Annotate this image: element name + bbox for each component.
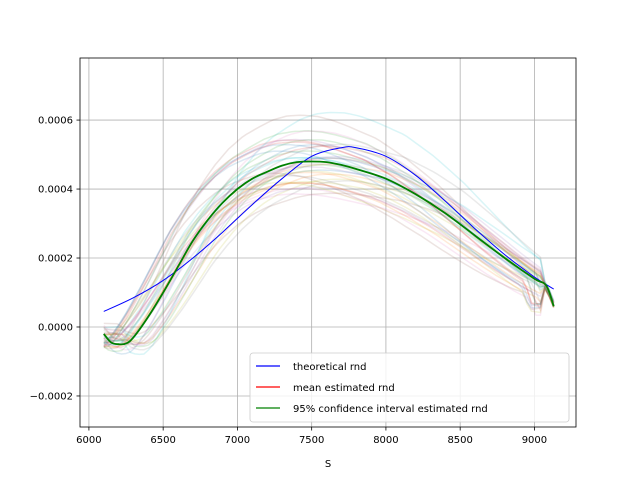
y-tick-label: −0.0002 [30, 391, 73, 402]
y-tick-label: 0.0000 [38, 322, 73, 333]
estimate-curve [103, 181, 555, 336]
estimate-curve [103, 157, 555, 346]
estimate-curve [103, 143, 555, 344]
x-tick-label: 8000 [373, 435, 398, 446]
estimate-curve [103, 156, 555, 346]
estimate-curve [103, 170, 555, 342]
estimate-curve [103, 130, 555, 348]
confidence-interval-line [103, 160, 555, 346]
estimate-curve [103, 156, 555, 338]
axes-frame [79, 57, 577, 428]
legend: theoretical rnd mean estimated rnd 95% c… [249, 352, 570, 423]
x-tick-label: 7000 [225, 435, 250, 446]
legend-box [249, 352, 570, 423]
estimate-curve [103, 141, 555, 348]
estimate-curve [103, 150, 555, 342]
estimate-curve [103, 182, 555, 344]
y-tick-label: 0.0006 [38, 116, 73, 127]
estimate-curve [103, 172, 555, 344]
estimate-curve [103, 169, 555, 342]
legend-label-confidence: 95% confidence interval estimated rnd [293, 404, 488, 415]
estimate-curve [103, 111, 555, 356]
y-tick-label: 0.0002 [38, 254, 73, 265]
series-layer [103, 146, 555, 346]
x-tick-label: 9000 [522, 435, 547, 446]
estimate-curve [103, 157, 555, 345]
estimate-curve [103, 163, 555, 341]
estimate-curve [103, 138, 555, 347]
estimate-curve [103, 143, 555, 347]
estimate-curve [103, 114, 555, 350]
estimate-curve [103, 139, 555, 353]
estimate-curve [103, 187, 555, 347]
x-tick-label: 8500 [447, 435, 472, 446]
estimate-curve [103, 166, 555, 334]
estimate-curve [103, 180, 555, 343]
estimate-curve [103, 150, 555, 345]
estimate-curve [103, 193, 555, 332]
estimate-curve [103, 145, 555, 348]
x-tick-label: 6000 [76, 435, 101, 446]
estimate-curve [103, 139, 555, 347]
grid-layer [80, 58, 576, 427]
legend-label-mean: mean estimated rnd [293, 383, 395, 394]
legend-label-theoretical: theoretical rnd [293, 362, 366, 373]
theoretical-rnd-line [103, 146, 554, 312]
x-tick-label: 6500 [150, 435, 175, 446]
estimate-curve [103, 174, 555, 340]
estimate-curve [103, 155, 555, 347]
ticks-layer: 6000 6500 7000 7500 8000 8500 9000 −0.0002 0.000… [30, 116, 548, 446]
y-tick-label: 0.0004 [38, 185, 73, 196]
x-axis-label: S [325, 459, 331, 470]
estimate-curve [103, 186, 555, 346]
x-tick-label: 7500 [299, 435, 324, 446]
